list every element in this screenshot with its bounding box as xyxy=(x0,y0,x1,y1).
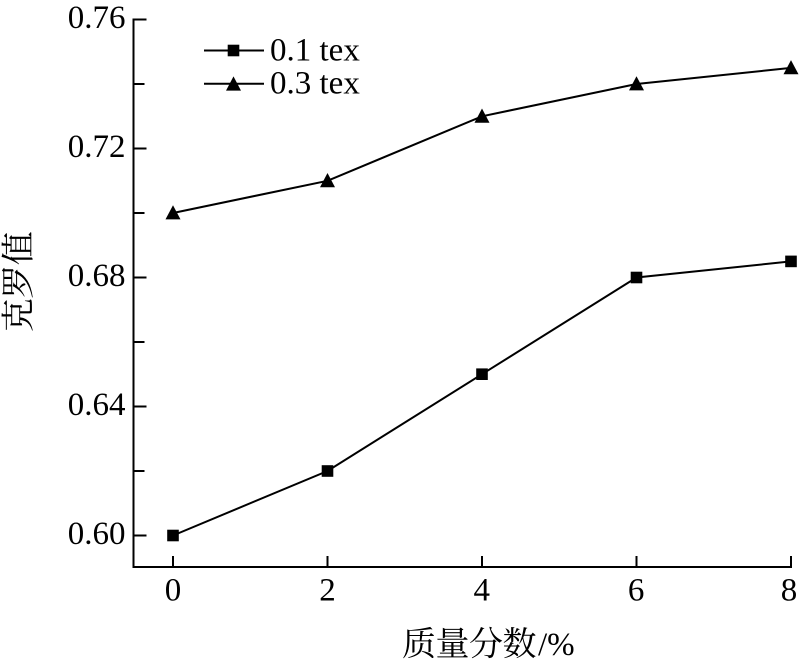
svg-text:0.72: 0.72 xyxy=(68,129,126,165)
svg-text:0.60: 0.60 xyxy=(68,516,126,552)
svg-text:0.1 tex: 0.1 tex xyxy=(270,33,360,69)
svg-text:0.76: 0.76 xyxy=(68,0,126,36)
svg-text:/%: /% xyxy=(538,627,575,663)
svg-text:4: 4 xyxy=(474,573,491,609)
svg-text:0.68: 0.68 xyxy=(68,258,126,294)
svg-text:0.3 tex: 0.3 tex xyxy=(270,66,360,102)
svg-text:0.64: 0.64 xyxy=(68,387,126,423)
svg-text:8: 8 xyxy=(781,573,798,609)
svg-text:6: 6 xyxy=(628,573,645,609)
svg-text:2: 2 xyxy=(319,573,336,609)
svg-text:0: 0 xyxy=(165,573,182,609)
